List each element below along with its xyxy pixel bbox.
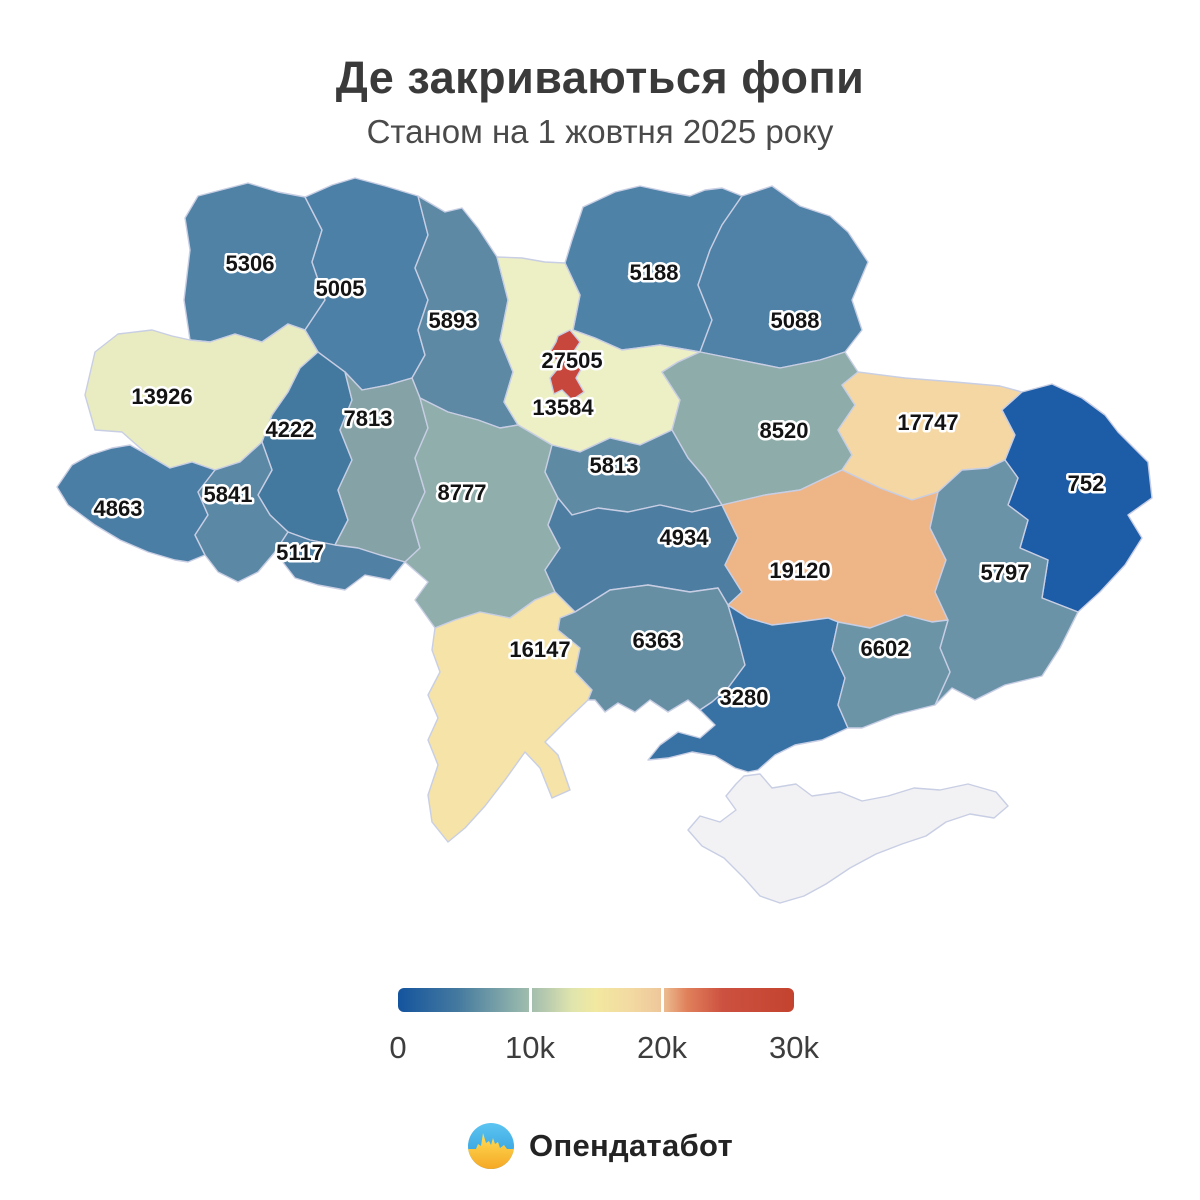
region-value-label-zakarpattia: 4863 bbox=[94, 496, 143, 521]
legend-label-10k: 10k bbox=[504, 1030, 555, 1065]
region-value-label-ternopil: 4222 bbox=[266, 417, 315, 442]
legend-gradient-bar bbox=[398, 988, 794, 1012]
region-value-label-chernihiv: 5188 bbox=[630, 260, 679, 285]
region-value-label-luhansk: 752 bbox=[1068, 471, 1105, 496]
region-value-label-odesa: 16147 bbox=[509, 637, 570, 662]
region-value-label-khmelnytskyi: 7813 bbox=[344, 406, 393, 431]
region-value-label-poltava: 8520 bbox=[760, 418, 809, 443]
color-legend: 0 10k 20k 30k bbox=[389, 988, 819, 1066]
legend-tick-10k bbox=[529, 988, 532, 1012]
region-value-label-donetsk: 5797 bbox=[981, 560, 1030, 585]
region-value-label-kyiv_oblast: 13584 bbox=[532, 395, 594, 420]
region-value-label-mykolaiv: 6363 bbox=[633, 628, 682, 653]
page-title: Де закриваються фопи bbox=[335, 52, 865, 103]
region-kyiv_city[interactable] bbox=[549, 329, 585, 401]
region-ivano_frankivsk[interactable] bbox=[194, 441, 289, 583]
region-value-label-kirovohrad: 4934 bbox=[660, 525, 710, 550]
region-value-label-dnipro: 19120 bbox=[769, 558, 830, 583]
region-value-label-kyiv_city: 27505 bbox=[541, 348, 602, 373]
region-value-label-sumy: 5088 bbox=[771, 308, 820, 333]
region-crimea[interactable] bbox=[687, 773, 1009, 904]
region-kherson[interactable] bbox=[647, 604, 849, 773]
legend-label-30k: 30k bbox=[769, 1030, 819, 1065]
region-value-label-zhytomyr: 5893 bbox=[429, 308, 478, 333]
region-value-label-chernivtsi: 5117 bbox=[276, 540, 324, 565]
region-value-label-kherson: 3280 bbox=[720, 685, 769, 710]
page-subtitle: Станом на 1 жовтня 2025 року bbox=[366, 113, 834, 150]
region-value-label-volyn: 5306 bbox=[226, 251, 275, 276]
region-mykolaiv[interactable] bbox=[557, 584, 746, 713]
legend-tick-labels: 0 10k 20k 30k bbox=[389, 1030, 819, 1066]
region-value-label-vinnytsia: 8777 bbox=[438, 480, 487, 505]
region-odesa[interactable] bbox=[427, 591, 593, 843]
region-chernivtsi[interactable] bbox=[274, 531, 406, 591]
region-value-label-zaporizhzhia: 6602 bbox=[861, 636, 910, 661]
legend-label-20k: 20k bbox=[637, 1030, 687, 1065]
region-zaporizhzhia[interactable] bbox=[831, 614, 951, 729]
opendatabot-logo-icon bbox=[468, 1123, 515, 1169]
region-value-label-ivano_frankivsk: 5841 bbox=[204, 482, 253, 507]
footer-brand: Опендатабот bbox=[0, 1122, 1200, 1170]
legend-label-0: 0 bbox=[389, 1030, 407, 1065]
region-value-label-rivne: 5005 bbox=[316, 276, 365, 301]
region-value-label-kharkiv: 17747 bbox=[897, 410, 958, 435]
legend-tick-20k bbox=[661, 988, 664, 1012]
region-value-label-lviv: 13926 bbox=[131, 384, 192, 409]
brand-name: Опендатабот bbox=[529, 1128, 733, 1163]
region-donetsk[interactable] bbox=[929, 459, 1079, 706]
region-value-label-cherkasy: 5813 bbox=[590, 453, 639, 478]
